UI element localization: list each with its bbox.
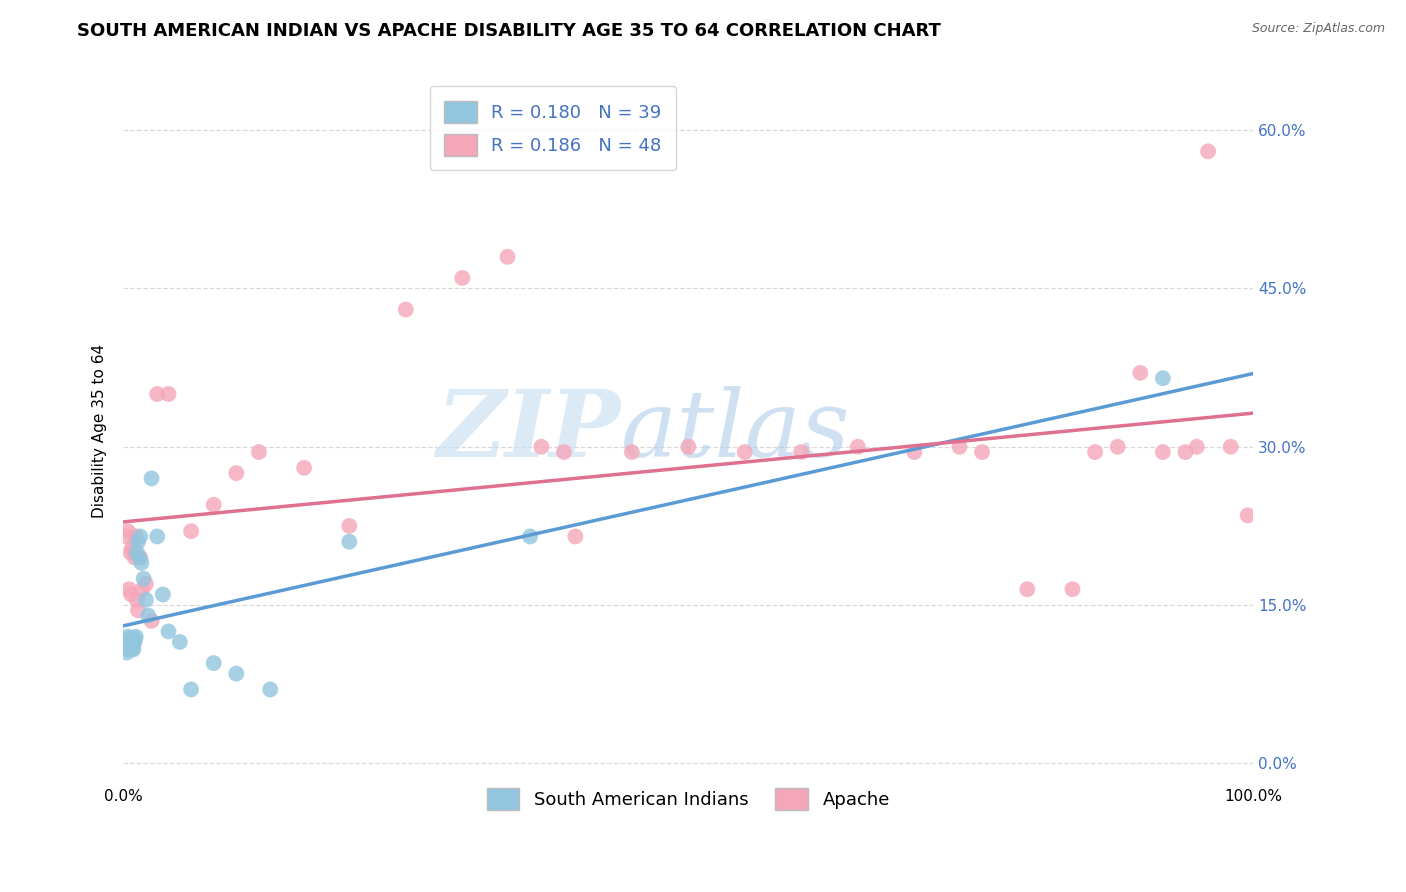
Point — [259, 682, 281, 697]
Point — [124, 550, 146, 565]
Point — [125, 545, 148, 559]
Point — [157, 387, 180, 401]
Point — [120, 587, 142, 601]
Point — [1152, 371, 1174, 385]
Point — [169, 635, 191, 649]
Point — [127, 534, 149, 549]
Point — [132, 572, 155, 586]
Text: Source: ZipAtlas.com: Source: ZipAtlas.com — [1251, 22, 1385, 36]
Point — [120, 635, 142, 649]
Point — [122, 635, 145, 649]
Point — [118, 638, 141, 652]
Point — [1152, 445, 1174, 459]
Point — [124, 632, 146, 646]
Point — [122, 545, 145, 559]
Point — [225, 666, 247, 681]
Point — [395, 302, 418, 317]
Point — [1017, 582, 1039, 597]
Point — [117, 635, 139, 649]
Point — [202, 498, 225, 512]
Point — [202, 656, 225, 670]
Point — [1084, 445, 1107, 459]
Point — [337, 534, 360, 549]
Point — [1129, 366, 1152, 380]
Point — [120, 635, 142, 649]
Point — [146, 387, 169, 401]
Point — [141, 471, 163, 485]
Point — [1185, 440, 1208, 454]
Point — [125, 630, 148, 644]
Point — [1174, 445, 1197, 459]
Point — [620, 445, 643, 459]
Point — [131, 556, 153, 570]
Point — [115, 529, 138, 543]
Point — [125, 529, 148, 543]
Point — [121, 540, 143, 554]
Point — [117, 630, 139, 644]
Point — [180, 682, 202, 697]
Text: ZIP: ZIP — [436, 386, 620, 476]
Point — [553, 445, 575, 459]
Legend: South American Indians, Apache: South American Indians, Apache — [472, 774, 904, 825]
Point — [122, 642, 145, 657]
Point — [135, 577, 157, 591]
Point — [678, 440, 700, 454]
Point — [157, 624, 180, 639]
Point — [519, 529, 541, 543]
Point — [114, 635, 136, 649]
Point — [152, 587, 174, 601]
Point — [451, 271, 474, 285]
Point — [180, 524, 202, 538]
Point — [225, 466, 247, 480]
Point — [115, 640, 138, 655]
Point — [118, 582, 141, 597]
Point — [121, 635, 143, 649]
Point — [120, 545, 142, 559]
Point — [125, 592, 148, 607]
Point — [129, 529, 152, 543]
Point — [135, 592, 157, 607]
Point — [141, 614, 163, 628]
Point — [337, 519, 360, 533]
Point — [129, 550, 152, 565]
Point — [120, 642, 142, 657]
Point — [146, 529, 169, 543]
Point — [1107, 440, 1129, 454]
Point — [1236, 508, 1258, 523]
Point — [790, 445, 813, 459]
Point — [1062, 582, 1084, 597]
Point — [846, 440, 869, 454]
Point — [118, 632, 141, 646]
Point — [124, 635, 146, 649]
Y-axis label: Disability Age 35 to 64: Disability Age 35 to 64 — [93, 344, 107, 518]
Point — [496, 250, 519, 264]
Point — [734, 445, 756, 459]
Point — [121, 640, 143, 655]
Point — [1197, 145, 1219, 159]
Point — [292, 461, 315, 475]
Point — [564, 529, 586, 543]
Point — [530, 440, 553, 454]
Point — [117, 524, 139, 538]
Point — [120, 640, 142, 655]
Point — [136, 608, 159, 623]
Text: SOUTH AMERICAN INDIAN VS APACHE DISABILITY AGE 35 TO 64 CORRELATION CHART: SOUTH AMERICAN INDIAN VS APACHE DISABILI… — [77, 22, 941, 40]
Point — [117, 642, 139, 657]
Point — [948, 440, 970, 454]
Text: atlas: atlas — [620, 386, 851, 476]
Point — [247, 445, 270, 459]
Point — [127, 603, 149, 617]
Point — [115, 646, 138, 660]
Point — [131, 582, 153, 597]
Point — [903, 445, 925, 459]
Point — [970, 445, 993, 459]
Point — [128, 550, 150, 565]
Point — [1219, 440, 1241, 454]
